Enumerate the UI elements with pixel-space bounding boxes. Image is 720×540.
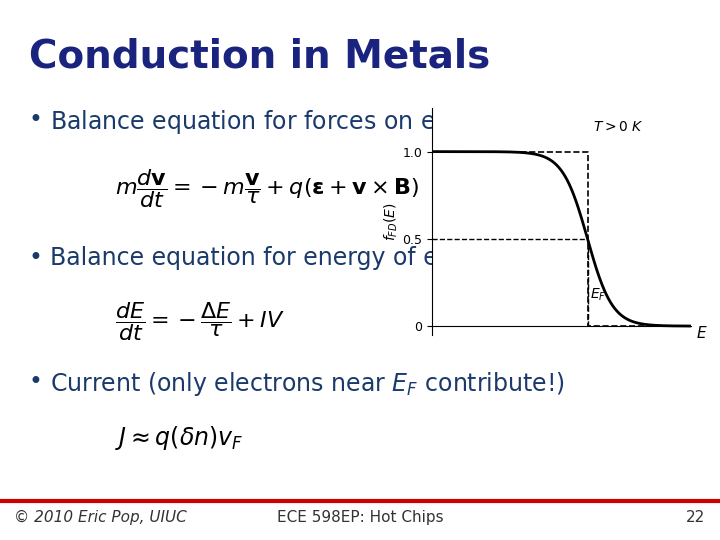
Text: $\dfrac{dE}{dt} = -\dfrac{\Delta E}{\tau} + IV$: $\dfrac{dE}{dt} = -\dfrac{\Delta E}{\tau… (115, 300, 285, 343)
Text: ECE 598EP: Hot Chips: ECE 598EP: Hot Chips (276, 510, 444, 525)
Text: •: • (29, 108, 42, 132)
Text: $T > 0$ K: $T > 0$ K (593, 120, 644, 134)
Text: Balance equation for energy of electrons: Balance equation for energy of electrons (50, 246, 533, 269)
Y-axis label: $f_{FD}(E)$: $f_{FD}(E)$ (382, 202, 400, 241)
Text: $m\dfrac{d\mathbf{v}}{dt} = -m\dfrac{\mathbf{v}}{\tau} + q(\boldsymbol{\varepsil: $m\dfrac{d\mathbf{v}}{dt} = -m\dfrac{\ma… (115, 167, 419, 211)
Text: $J \approx q(\delta n)v_F$: $J \approx q(\delta n)v_F$ (115, 424, 243, 452)
Text: •: • (29, 246, 42, 269)
Text: Conduction in Metals: Conduction in Metals (29, 38, 490, 76)
Text: Balance equation for forces on electrons ($q < 0$): Balance equation for forces on electrons… (50, 108, 615, 136)
Text: © 2010 Eric Pop, UIUC: © 2010 Eric Pop, UIUC (14, 510, 187, 525)
Text: $E$: $E$ (696, 325, 708, 341)
Text: •: • (29, 370, 42, 394)
Text: 22: 22 (686, 510, 706, 525)
Text: Current (only electrons near $E_F$ contribute!): Current (only electrons near $E_F$ contr… (50, 370, 565, 398)
Text: $E_F$: $E_F$ (590, 287, 606, 303)
